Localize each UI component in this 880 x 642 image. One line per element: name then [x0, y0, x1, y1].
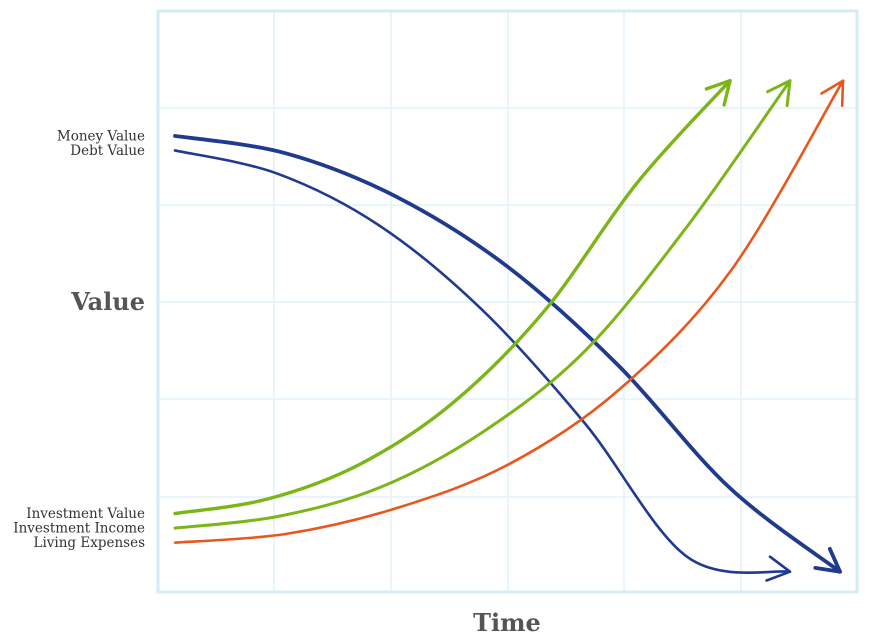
series-label-living-expenses: Living Expenses [34, 535, 146, 551]
series-group [173, 79, 845, 582]
series-arrowhead-debt-value [765, 555, 792, 582]
series-line-debt-value [173, 149, 792, 575]
plot-frame [156, 9, 859, 594]
series-arrowhead-money-value [813, 546, 842, 574]
series-label-money-value: Money Value [57, 128, 145, 144]
series-arrowhead-investment-value [704, 79, 732, 107]
series-label-debt-value: Debt Value [70, 143, 145, 159]
series-line-investment-income [173, 79, 792, 530]
series-label-investment-value: Investment Value [26, 506, 145, 522]
series-arrowhead-living-expenses [820, 79, 845, 107]
series-label-investment-income: Investment Income [13, 521, 145, 537]
series-line-living-expenses [173, 79, 845, 544]
y-axis-title: Value [70, 287, 145, 316]
series-line-investment-value [173, 79, 732, 516]
series-line-money-value [173, 134, 842, 574]
series-arrowhead-investment-income [766, 79, 792, 108]
x-axis-title: Time [473, 608, 541, 637]
